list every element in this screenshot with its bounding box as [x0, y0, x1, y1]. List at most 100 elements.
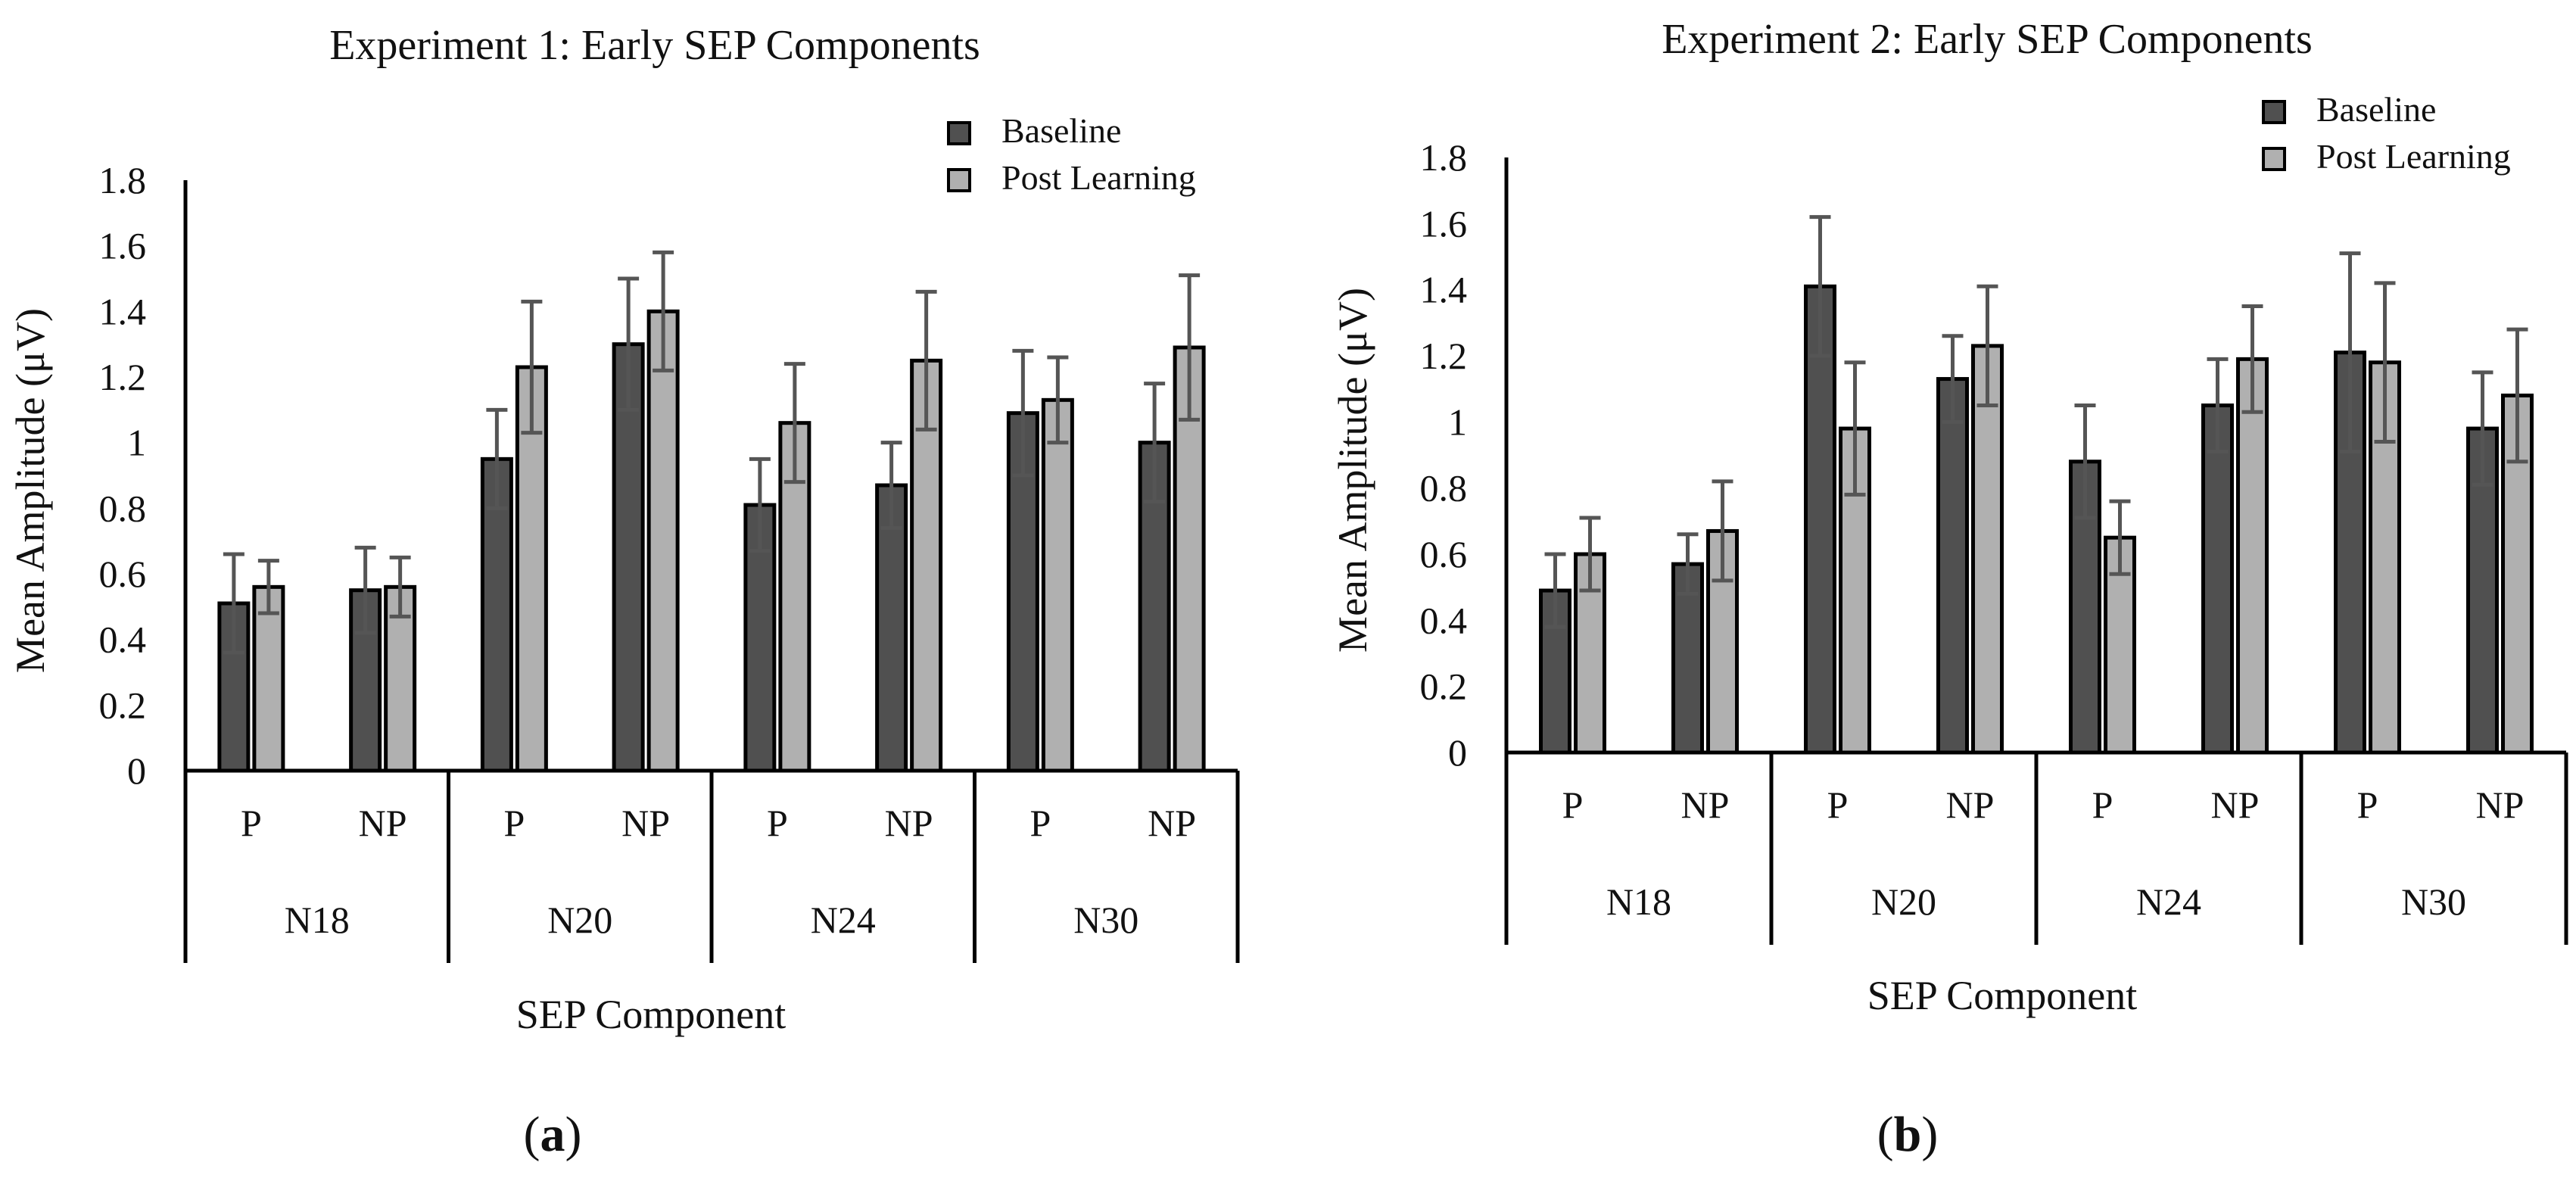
x-subcategory-label: P — [241, 802, 262, 844]
y-tick-label: 1.6 — [99, 225, 147, 267]
error-bar — [1012, 348, 1034, 478]
error-bar — [653, 250, 674, 372]
x-group-label: N30 — [2401, 880, 2466, 923]
svg-text:(b): (b) — [1877, 1107, 1939, 1162]
chart-title: Experiment 2: Early SEP Components — [1662, 16, 2313, 63]
x-axis-title: SEP Component — [516, 992, 787, 1037]
x-subcategory-label: NP — [621, 802, 670, 844]
bar-post-learning — [646, 309, 680, 773]
caption-paren-open: ( — [524, 1107, 540, 1162]
error-bar — [2074, 404, 2096, 520]
error-bar — [1976, 284, 1998, 407]
caption-b: (b) — [1877, 1107, 1939, 1162]
x-group-label: N18 — [285, 899, 350, 941]
y-tick-label: 1.8 — [1420, 136, 1468, 179]
x-subcategory-label: P — [2357, 784, 2378, 826]
error-bar — [1942, 334, 1964, 424]
error-bar — [486, 407, 508, 510]
legend-label: Baseline — [2316, 90, 2436, 129]
x-subcategory-label: P — [1827, 784, 1849, 826]
bar-baseline — [1936, 377, 1969, 755]
y-tick-label: 1.8 — [99, 159, 147, 201]
error-bar — [2374, 281, 2396, 444]
y-tick-label: 0.4 — [99, 619, 147, 661]
caption-a: (a) — [524, 1107, 582, 1162]
x-subcategory-label: P — [503, 802, 525, 844]
x-subcategory-label: NP — [359, 802, 407, 844]
x-group-label: N24 — [2136, 880, 2201, 923]
error-bar — [257, 559, 279, 615]
y-tick-label: 0.8 — [1420, 467, 1468, 509]
legend-swatch-baseline — [2262, 100, 2286, 124]
x-group-label: N18 — [1606, 880, 1671, 923]
svg-text:(a): (a) — [524, 1107, 582, 1162]
error-bar — [1144, 382, 1166, 504]
error-bar — [1677, 532, 1699, 596]
y-tick-label: 1.2 — [99, 356, 147, 398]
bar-post-learning — [252, 584, 285, 773]
error-bar — [749, 457, 771, 553]
error-bar — [618, 276, 640, 412]
error-bar — [389, 555, 411, 619]
x-group-label: N20 — [1871, 880, 1936, 923]
x-subcategory-label: P — [2092, 784, 2113, 826]
x-subcategory-label: NP — [2476, 784, 2525, 826]
error-bar — [2339, 251, 2361, 454]
legend-swatch-post-learning — [2262, 147, 2286, 171]
y-tick-label: 0 — [1448, 731, 1467, 774]
caption-paren-close: ) — [1921, 1107, 1938, 1162]
error-bar — [223, 552, 245, 655]
x-axis-title: SEP Component — [1867, 973, 2138, 1018]
chart-experiment-2: Experiment 2: Early SEP Components 0 0.2 0… — [1330, 16, 2568, 1018]
x-subcategory-label: P — [1029, 802, 1051, 844]
x-subcategory-label: P — [767, 802, 788, 844]
legend: Baseline Post Learning — [2262, 90, 2511, 176]
error-bar — [1712, 479, 1733, 583]
y-tick-label: 1 — [127, 422, 146, 464]
y-tick-label: 0.4 — [1420, 599, 1468, 641]
bar-baseline — [612, 342, 645, 773]
x-subcategory-label: NP — [1946, 784, 1995, 826]
y-tick-label: 0.2 — [99, 684, 147, 726]
legend-label: Baseline — [1001, 111, 1121, 150]
legend-swatch-baseline — [947, 121, 971, 145]
error-bar — [1579, 516, 1601, 593]
x-subcategory-label: NP — [885, 802, 933, 844]
bar-post-learning — [1041, 397, 1074, 773]
y-tick-label: 0.8 — [99, 487, 147, 529]
error-bar — [2506, 327, 2528, 464]
error-bar — [2472, 370, 2493, 487]
error-bar — [1809, 215, 1831, 358]
y-axis-title: Mean Amplitude (μV) — [8, 308, 53, 673]
x-group-label: N30 — [1073, 899, 1138, 941]
chart-title: Experiment 1: Early SEP Components — [329, 22, 980, 69]
y-tick-label: 1.4 — [99, 290, 147, 332]
x-group-label: N20 — [547, 899, 612, 941]
x-subcategory-label: NP — [1148, 802, 1196, 844]
error-bar — [1047, 355, 1069, 445]
y-tick-label: 1.4 — [1420, 269, 1468, 311]
y-tick-label: 1.2 — [1420, 335, 1468, 377]
y-tick-label: 0 — [127, 749, 146, 792]
bar-post-learning — [2236, 357, 2269, 755]
x-subcategory-label: NP — [1681, 784, 1730, 826]
legend-swatch-post-learning — [947, 168, 971, 192]
error-bar — [783, 362, 805, 485]
chart-experiment-1: Experiment 1: Early SEP Components 0 0.2 0… — [8, 22, 1240, 1037]
error-bar — [915, 289, 937, 432]
x-group-label: N24 — [811, 899, 876, 941]
legend: Baseline Post Learning — [947, 111, 1196, 197]
error-bar — [2207, 357, 2229, 454]
error-bar — [1844, 360, 1866, 497]
y-tick-label: 0.6 — [99, 553, 147, 595]
bar-baseline — [875, 483, 908, 773]
error-bar — [521, 299, 543, 435]
caption-letter: b — [1894, 1107, 1922, 1162]
caption-letter: a — [540, 1107, 565, 1162]
error-bar — [354, 545, 376, 635]
caption-paren-close: ) — [565, 1107, 582, 1162]
error-bar — [880, 441, 902, 530]
y-tick-label: 0.6 — [1420, 533, 1468, 575]
legend-label: Post Learning — [1001, 158, 1196, 197]
error-bar — [2241, 304, 2263, 414]
